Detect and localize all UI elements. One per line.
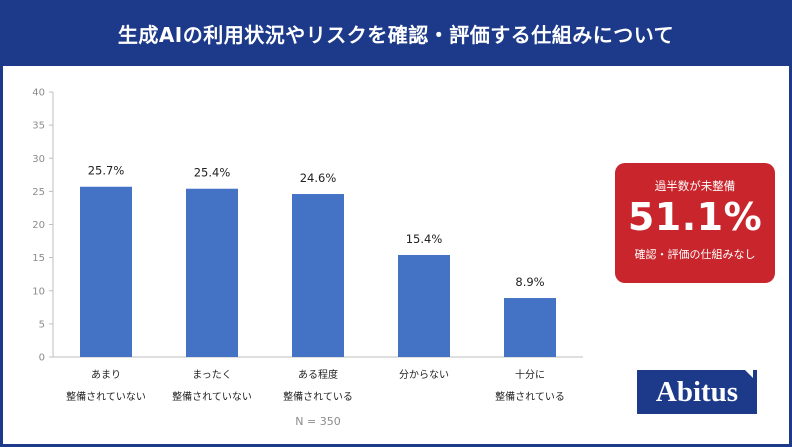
bar <box>292 194 344 357</box>
sample-size-note: N = 350 <box>295 415 340 428</box>
y-tick-label: 25 <box>32 187 45 198</box>
summary-callout: 過半数が未整備 51.1% 確認・評価の仕組みなし <box>615 163 775 283</box>
category-label: 整備されていない <box>66 390 146 403</box>
category-label: 分からない <box>399 369 449 381</box>
bar <box>504 298 556 357</box>
y-tick-label: 0 <box>39 353 45 364</box>
logo-corner-mark <box>745 370 753 378</box>
y-tick-label: 10 <box>32 286 45 297</box>
y-tick-label: 40 <box>32 88 45 99</box>
bar-value-label: 15.4% <box>406 232 443 246</box>
bar-value-label: 25.4% <box>194 166 231 180</box>
category-label: 整備されている <box>495 390 565 403</box>
bar-value-label: 25.7% <box>88 164 125 178</box>
y-tick-label: 5 <box>39 319 45 330</box>
callout-big-value: 51.1% <box>627 195 763 239</box>
y-tick-label: 35 <box>32 121 45 132</box>
y-tick-label: 30 <box>32 154 45 165</box>
bar <box>186 188 238 357</box>
title-bar: 生成AIの利用状況やリスクを確認・評価する仕組みについて <box>0 0 792 66</box>
bar-value-label: 24.6% <box>300 171 337 185</box>
category-label: まったく <box>192 369 232 381</box>
category-label: あまり <box>91 369 121 381</box>
category-label: 十分に <box>515 368 545 381</box>
bar-value-label: 8.9% <box>515 275 544 289</box>
bar <box>80 186 132 357</box>
y-tick-label: 15 <box>32 253 45 264</box>
category-label: ある程度 <box>298 368 338 381</box>
callout-bottom-text: 確認・評価の仕組みなし <box>634 248 756 261</box>
y-tick-label: 20 <box>32 220 45 231</box>
callout-top-text: 過半数が未整備 <box>654 179 736 193</box>
bar <box>398 254 450 357</box>
category-label: 整備されている <box>283 390 353 403</box>
abitus-logo: Abitus <box>637 370 757 414</box>
chart-title: 生成AIの利用状況やリスクを確認・評価する仕組みについて <box>117 22 675 47</box>
category-label: 整備されていない <box>172 390 252 403</box>
logo-text: Abitus <box>655 375 739 408</box>
